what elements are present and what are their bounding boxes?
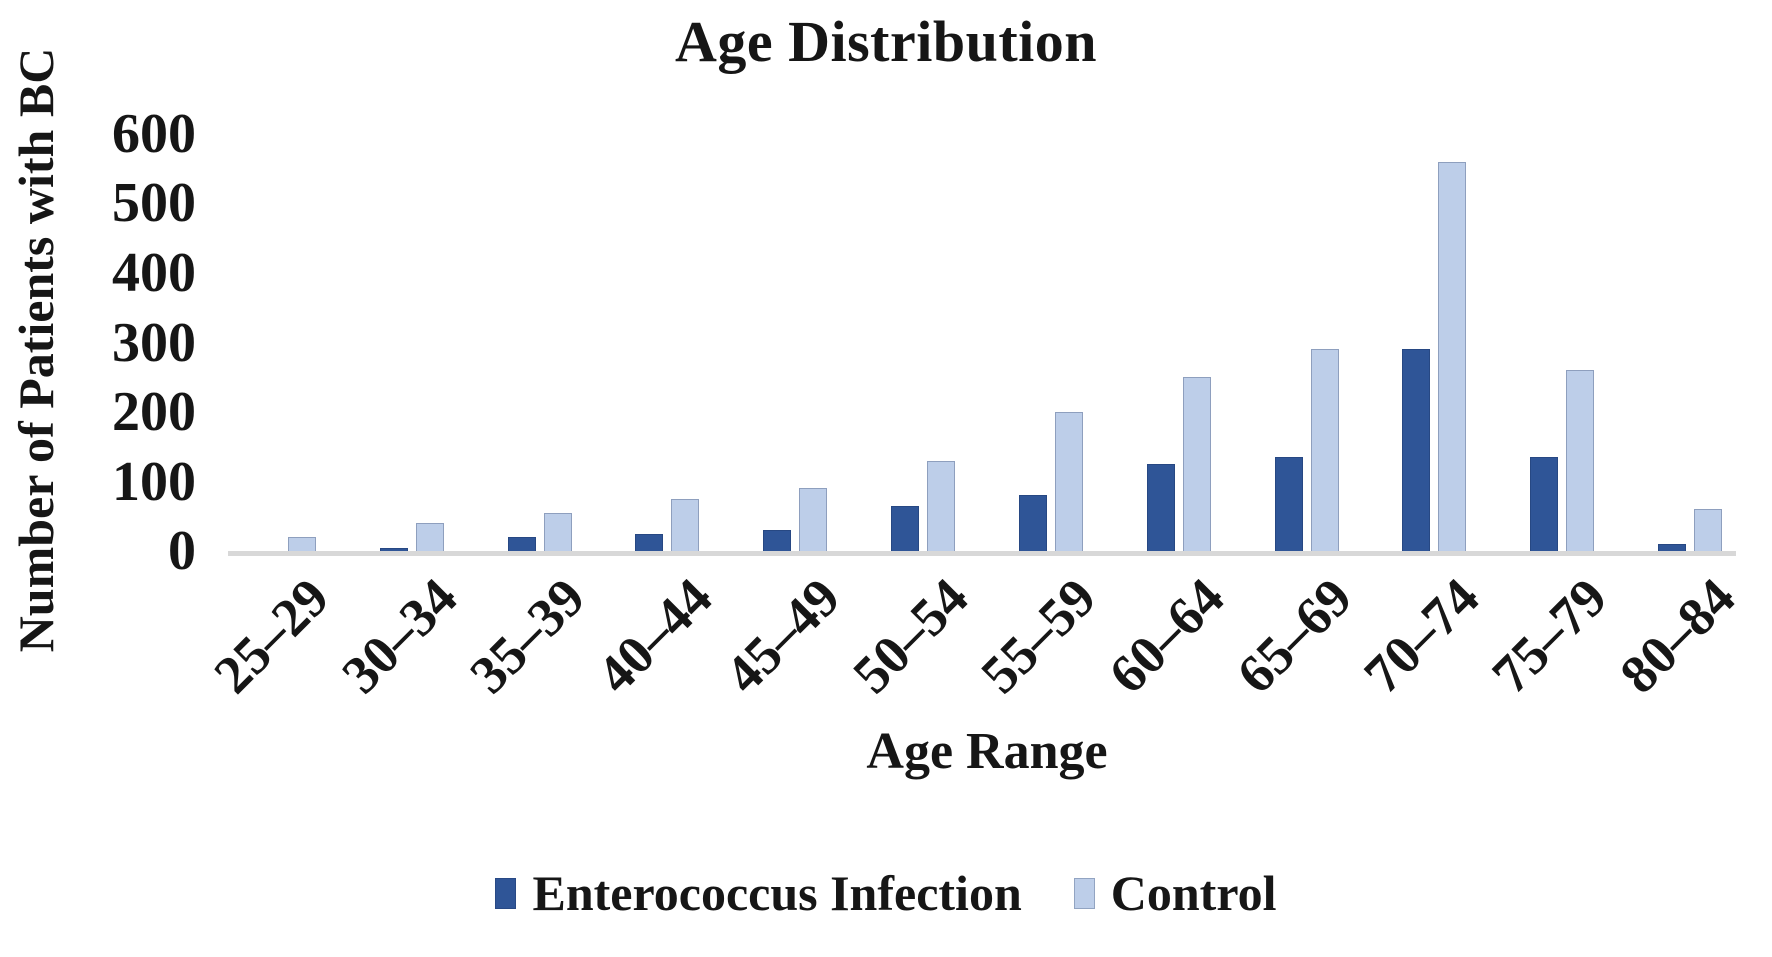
legend-item-control: Control xyxy=(1073,865,1277,921)
bar-control-55-59 xyxy=(1054,412,1083,551)
y-axis-title: Number of Patients with BC xyxy=(8,47,64,653)
bar-enterococcus-infection-40-44 xyxy=(635,533,664,551)
x-tick-label-60-64: 60–64 xyxy=(1097,566,1236,705)
y-tick-label-300: 300 xyxy=(112,311,196,374)
y-tick-label-0: 0 xyxy=(168,520,196,582)
legend-swatch-control xyxy=(1073,877,1095,909)
legend-label-enterococcus-infection: Enterococcus Infection xyxy=(532,865,1022,921)
legend-item-enterococcus-infection: Enterococcus Infection xyxy=(495,865,1022,921)
bar-enterococcus-infection-65-69 xyxy=(1274,457,1303,551)
bar-enterococcus-infection-30-34 xyxy=(379,547,408,551)
y-tick-label-200: 200 xyxy=(112,380,196,443)
x-tick-label-65-69: 65–69 xyxy=(1224,566,1363,705)
legend-label-control: Control xyxy=(1110,865,1277,921)
x-tick-label-30-34: 30–34 xyxy=(330,566,469,705)
x-tick-label-80-84: 80–84 xyxy=(1608,566,1747,705)
bar-enterococcus-infection-50-54 xyxy=(891,505,920,551)
y-tick-label-400: 400 xyxy=(112,241,196,304)
x-tick-label-40-44: 40–44 xyxy=(585,566,724,705)
bar-control-70-74 xyxy=(1438,161,1467,551)
x-tick-label-75-79: 75–79 xyxy=(1480,566,1619,705)
bar-enterococcus-infection-70-74 xyxy=(1402,349,1431,551)
bar-enterococcus-infection-35-39 xyxy=(507,537,536,551)
bar-control-65-69 xyxy=(1310,349,1339,551)
x-axis-baseline xyxy=(228,551,1736,556)
legend-swatch-enterococcus-infection xyxy=(495,877,517,909)
bar-enterococcus-infection-60-64 xyxy=(1146,464,1175,551)
bar-control-50-54 xyxy=(927,460,956,551)
bar-enterococcus-infection-45-49 xyxy=(763,530,792,551)
bar-enterococcus-infection-80-84 xyxy=(1658,544,1687,551)
legend: Enterococcus Infection Control xyxy=(0,868,1772,918)
bar-control-40-44 xyxy=(671,498,700,551)
bar-control-30-34 xyxy=(415,523,444,551)
x-tick-label-35-39: 35–39 xyxy=(457,566,596,705)
y-tick-label-500: 500 xyxy=(112,172,196,235)
x-tick-label-55-59: 55–59 xyxy=(969,566,1108,705)
bar-enterococcus-infection-75-79 xyxy=(1530,457,1559,551)
x-tick-label-45-49: 45–49 xyxy=(713,566,852,705)
x-tick-label-70-74: 70–74 xyxy=(1352,566,1491,705)
bar-control-35-39 xyxy=(543,512,572,551)
x-tick-label-25-29: 25–29 xyxy=(202,566,341,705)
chart-title: Age Distribution xyxy=(674,9,1098,74)
bar-control-75-79 xyxy=(1566,370,1595,551)
bar-control-25-29 xyxy=(287,537,316,551)
plot-area: 0 100 200 300 400 500 600 25–29 30–34 35–39 40–44… xyxy=(112,106,1754,705)
bar-control-45-49 xyxy=(799,488,828,551)
x-tick-label-50-54: 50–54 xyxy=(841,566,980,705)
y-tick-label-600: 600 xyxy=(112,103,196,165)
bar-enterococcus-infection-55-59 xyxy=(1018,495,1047,551)
y-tick-label-100: 100 xyxy=(112,450,196,513)
x-axis-title: Age Range xyxy=(866,723,1108,780)
bar-control-80-84 xyxy=(1694,509,1723,551)
bar-control-60-64 xyxy=(1182,377,1211,551)
